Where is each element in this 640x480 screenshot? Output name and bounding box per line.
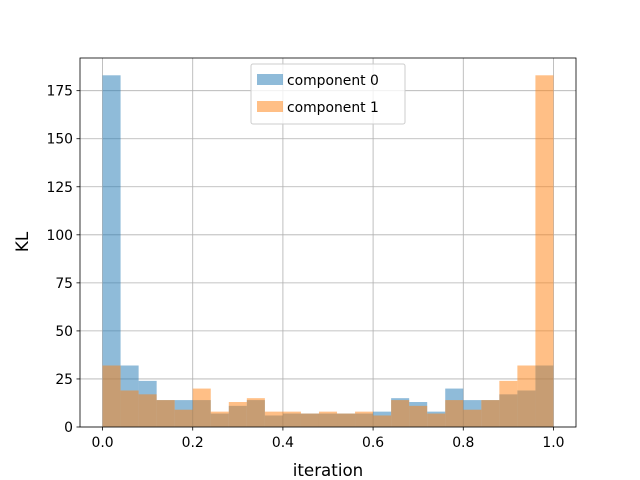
legend-label-component-1: component 1 [287,100,379,116]
x-tick-label: 0.0 [91,435,113,451]
bar-component-1-bin-5 [192,388,211,427]
bar-component-1-bin-22 [499,380,518,427]
legend-label-component-0: component 0 [287,73,379,89]
y-axis-ticks: 0 25 50 75 100 125 150 175 [46,84,80,436]
bar-component-1-bin-8 [246,398,265,427]
x-tick-label: 1.0 [542,435,564,451]
bar-component-1-bin-18 [427,413,446,427]
legend: component 0 component 1 [250,63,406,125]
bar-component-1-bin-16 [391,400,410,427]
y-tick-label: 150 [46,132,73,148]
bar-component-1-bin-12 [318,411,338,427]
bar-component-1-bin-3 [156,400,175,427]
series-component-1-bars [102,75,554,427]
legend-swatch-component-1 [257,101,283,112]
y-tick-label: 175 [46,84,73,100]
plot-frame [79,57,577,428]
y-tick-label: 100 [46,228,73,244]
x-tick-label: 0.8 [452,435,474,451]
bar-component-1-bin-0 [102,365,121,427]
bar-component-1-bin-7 [228,402,247,427]
y-axis-label: KL [12,231,32,252]
bar-component-1-bin-15 [373,415,392,427]
bar-component-1-bin-14 [355,411,374,427]
x-tick-label: 0.6 [362,435,384,451]
bar-component-1-bin-13 [337,413,356,427]
bar-component-1-bin-21 [481,400,500,427]
bar-component-1-bin-4 [174,409,193,427]
bar-component-0-bin-0 [102,75,121,427]
legend-box [250,63,406,125]
bar-component-1-bin-19 [445,400,464,427]
legend-swatch-component-0 [257,74,283,85]
bar-component-1-bin-6 [210,411,229,427]
y-tick-label: 75 [55,276,73,292]
y-tick-label: 125 [46,180,73,196]
x-tick-label: 0.4 [272,435,294,451]
bar-component-1-bin-23 [517,365,536,427]
y-tick-label: 0 [64,420,73,436]
x-axis-ticks: 0.0 0.2 0.4 0.6 0.8 1.0 [91,427,565,451]
bar-component-1-bin-11 [300,413,319,427]
bar-component-1-bin-2 [138,394,157,427]
x-tick-label: 0.2 [182,435,204,451]
bar-component-1-bin-1 [120,390,139,427]
bar-component-1-bin-17 [409,405,428,427]
y-tick-label: 25 [55,372,73,388]
bar-component-1-bin-20 [463,409,482,427]
bar-component-1-bin-10 [282,411,301,427]
bar-component-1-bin-9 [264,411,283,427]
bar-component-1-bin-24 [535,75,554,427]
x-axis-label: iteration [293,460,364,480]
y-tick-label: 50 [55,324,73,340]
